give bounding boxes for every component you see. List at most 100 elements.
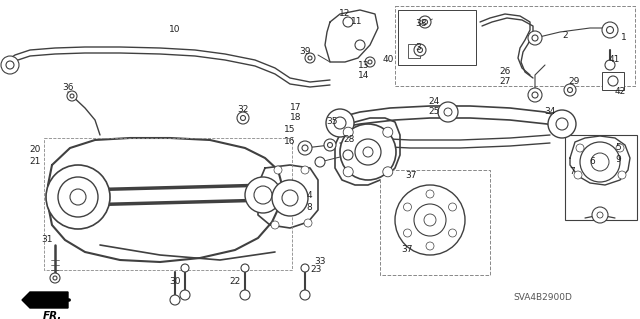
Circle shape: [271, 221, 279, 229]
Text: 9: 9: [615, 155, 621, 165]
Circle shape: [591, 153, 609, 171]
Bar: [565, 135, 637, 220]
Bar: [602, 72, 624, 90]
Text: 32: 32: [237, 106, 249, 115]
Text: 29: 29: [568, 78, 580, 86]
Circle shape: [449, 203, 456, 211]
Circle shape: [301, 166, 309, 174]
Circle shape: [556, 118, 568, 130]
Text: 3: 3: [415, 43, 421, 53]
Text: 35: 35: [326, 117, 338, 127]
Circle shape: [426, 242, 434, 250]
Text: 4: 4: [306, 190, 312, 199]
Circle shape: [424, 214, 436, 226]
Text: 12: 12: [339, 9, 351, 18]
Text: 5: 5: [615, 144, 621, 152]
Circle shape: [395, 185, 465, 255]
Text: 38: 38: [415, 19, 427, 28]
Text: 33: 33: [314, 257, 326, 266]
Circle shape: [568, 87, 573, 93]
Circle shape: [574, 171, 582, 179]
Circle shape: [301, 264, 309, 272]
Circle shape: [67, 91, 77, 101]
Text: 27: 27: [499, 78, 511, 86]
Circle shape: [616, 144, 624, 152]
Circle shape: [343, 17, 353, 27]
Text: 23: 23: [310, 265, 322, 275]
Circle shape: [383, 127, 393, 137]
Text: 18: 18: [291, 114, 301, 122]
Text: 20: 20: [29, 145, 41, 154]
Circle shape: [528, 88, 542, 102]
Text: 41: 41: [608, 56, 620, 64]
Text: 30: 30: [169, 277, 180, 286]
Circle shape: [528, 31, 542, 45]
Text: 2: 2: [562, 31, 568, 40]
Circle shape: [50, 273, 60, 283]
Text: 37: 37: [405, 170, 417, 180]
Text: 14: 14: [358, 71, 370, 80]
Text: 25: 25: [428, 108, 440, 116]
Circle shape: [532, 35, 538, 41]
Circle shape: [426, 190, 434, 198]
Circle shape: [334, 117, 346, 129]
Circle shape: [326, 109, 354, 137]
Circle shape: [444, 108, 452, 116]
Circle shape: [422, 19, 428, 25]
Circle shape: [355, 139, 381, 165]
Circle shape: [403, 203, 412, 211]
Circle shape: [58, 177, 98, 217]
Text: 26: 26: [499, 68, 511, 77]
Circle shape: [245, 177, 281, 213]
Text: 28: 28: [343, 136, 355, 145]
Circle shape: [419, 16, 431, 28]
Text: 24: 24: [428, 98, 440, 107]
Circle shape: [383, 167, 393, 177]
Circle shape: [53, 276, 57, 280]
Circle shape: [343, 167, 353, 177]
Circle shape: [414, 204, 446, 236]
Circle shape: [180, 290, 190, 300]
Circle shape: [300, 290, 310, 300]
Text: FR.: FR.: [42, 311, 61, 319]
Circle shape: [181, 264, 189, 272]
Text: 34: 34: [544, 108, 556, 116]
Circle shape: [564, 84, 576, 96]
Text: 22: 22: [229, 278, 241, 286]
Text: SVA4B2900D: SVA4B2900D: [513, 293, 572, 302]
Text: 39: 39: [300, 48, 311, 56]
Circle shape: [592, 207, 608, 223]
Circle shape: [355, 40, 365, 50]
Text: 11: 11: [351, 18, 363, 26]
Circle shape: [602, 22, 618, 38]
Text: 8: 8: [306, 203, 312, 211]
Circle shape: [308, 56, 312, 60]
Text: 1: 1: [621, 33, 627, 42]
Circle shape: [237, 112, 249, 124]
Circle shape: [368, 60, 372, 64]
Circle shape: [1, 56, 19, 74]
Text: 40: 40: [382, 56, 394, 64]
Circle shape: [272, 180, 308, 216]
Bar: [408, 44, 420, 58]
Text: 21: 21: [29, 157, 41, 166]
Circle shape: [70, 94, 74, 98]
Circle shape: [324, 139, 336, 151]
Text: 17: 17: [291, 103, 301, 113]
Circle shape: [365, 57, 375, 67]
Circle shape: [449, 229, 456, 237]
Text: 31: 31: [41, 235, 52, 244]
Circle shape: [46, 165, 110, 229]
Circle shape: [240, 290, 250, 300]
Circle shape: [170, 295, 180, 305]
Circle shape: [580, 142, 620, 182]
Circle shape: [363, 147, 373, 157]
Circle shape: [438, 102, 458, 122]
Circle shape: [315, 157, 325, 167]
Text: 7: 7: [569, 167, 575, 176]
Circle shape: [298, 141, 312, 155]
Bar: [395, 6, 635, 86]
Circle shape: [605, 60, 615, 70]
Text: 36: 36: [62, 84, 74, 93]
Text: 6: 6: [589, 158, 595, 167]
